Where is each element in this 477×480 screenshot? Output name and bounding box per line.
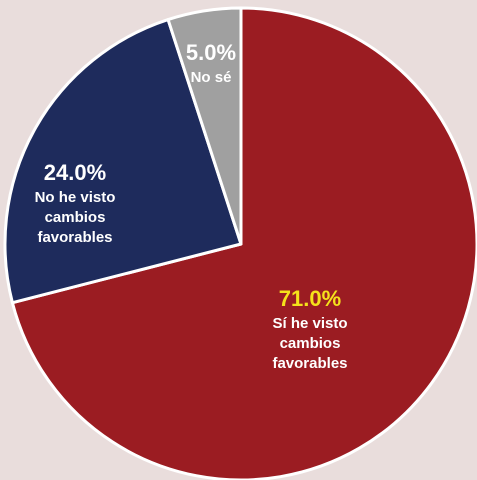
slice-label-no: 24.0% No he visto cambios favorables — [35, 160, 116, 246]
slice-value-label-si: 71.0% — [279, 286, 341, 311]
slice-label-nose: 5.0% No sé — [186, 40, 236, 86]
slice-category-label-si-line-3: favorables — [272, 355, 347, 372]
slice-category-label-no-line-3: favorables — [37, 229, 112, 246]
slice-category-label-nose-line-1: No sé — [191, 69, 232, 86]
slice-category-label-no-line-1: No he visto — [35, 189, 116, 206]
pie-labels: 71.0% Sí he visto cambios favorables 24.0% No… — [35, 40, 348, 372]
slice-category-label-no-line-2: cambios — [45, 209, 106, 226]
slice-value-label-no: 24.0% — [44, 160, 106, 185]
slice-category-label-si-line-2: cambios — [280, 335, 341, 352]
pie-slice-si — [10, 6, 477, 480]
pie-slice-no — [3, 18, 243, 305]
slice-label-si: 71.0% Sí he visto cambios favorables — [272, 286, 347, 372]
pie-slices — [3, 6, 477, 480]
slice-value-label-nose: 5.0% — [186, 40, 236, 65]
pie-slice-nose — [166, 6, 243, 246]
slice-category-label-si-line-1: Sí he visto — [272, 315, 347, 332]
